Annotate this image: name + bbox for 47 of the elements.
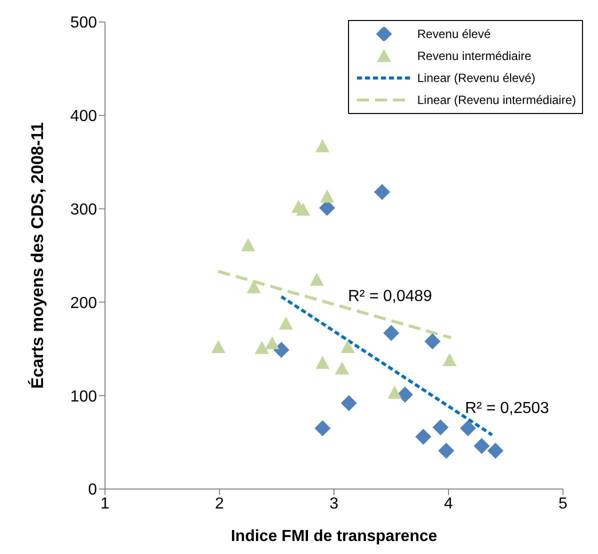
annotation: R² = 0,2503 — [465, 400, 550, 418]
x-tick-label: 1 — [100, 495, 110, 512]
point — [388, 386, 402, 399]
y-tick-label: 100 — [70, 388, 98, 406]
point — [316, 356, 330, 369]
point — [246, 280, 261, 294]
point — [340, 340, 355, 354]
legend-label: Revenu élevé — [417, 27, 491, 41]
point — [374, 184, 390, 200]
point — [474, 438, 490, 454]
y-tick-label: 500 — [70, 14, 98, 32]
point — [254, 340, 269, 354]
y-axis-title: Écarts moyens des CDS, 2008-11 — [27, 122, 48, 389]
point — [296, 202, 310, 216]
x-tick-label: 3 — [330, 495, 339, 512]
point — [335, 362, 350, 375]
point — [415, 428, 432, 445]
point — [316, 139, 330, 152]
point — [487, 442, 504, 459]
y-tick-label: 200 — [70, 294, 98, 312]
point — [460, 420, 476, 436]
y-tick-label: 0 — [88, 482, 98, 499]
x-tick-label: 5 — [558, 495, 568, 512]
point — [241, 238, 256, 252]
point — [396, 386, 413, 403]
point — [442, 353, 457, 366]
point — [383, 325, 400, 342]
point — [265, 336, 280, 350]
point — [273, 342, 290, 358]
legend-label: Linear (Revenu intermédiaire) — [417, 93, 576, 107]
x-axis-title: Indice FMI de transparence — [230, 528, 438, 545]
point — [211, 340, 226, 354]
legend-label: Linear (Revenu élevé) — [417, 71, 536, 85]
point — [314, 420, 331, 436]
point — [340, 395, 357, 412]
y-tick-label: 400 — [70, 108, 98, 126]
x-tick-label: 2 — [215, 495, 224, 512]
point — [432, 419, 448, 436]
point — [278, 316, 293, 330]
annotation: R² = 0,0489 — [348, 288, 432, 306]
legend-label: Revenu intermédiaire — [417, 49, 532, 63]
y-tick-label: 300 — [70, 201, 98, 218]
point — [320, 190, 334, 203]
x-tick-label: 4 — [444, 495, 454, 512]
point — [424, 333, 440, 350]
point — [438, 442, 454, 459]
point — [310, 272, 324, 286]
